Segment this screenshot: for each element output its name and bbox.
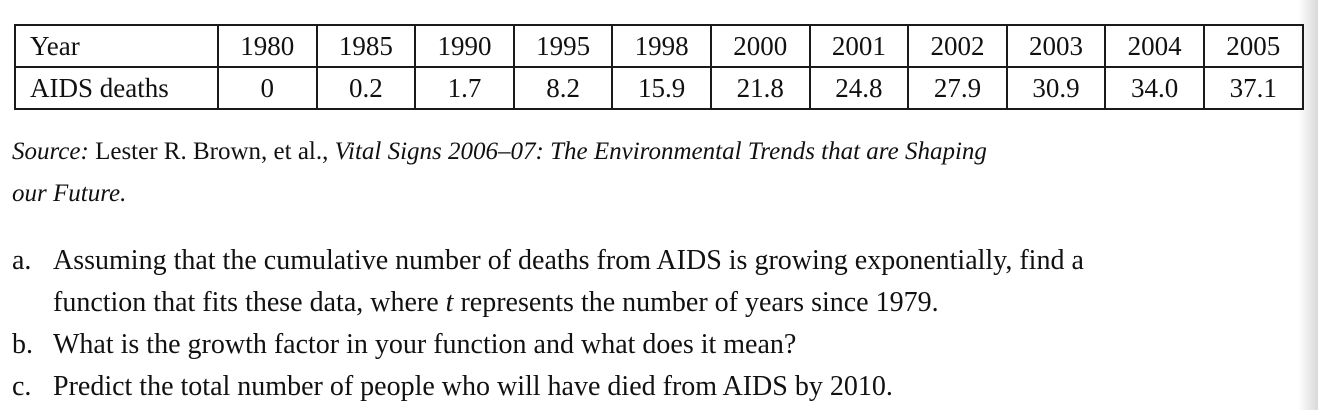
question-c: c. Predict the total number of people wh… xyxy=(12,366,1302,408)
year-cell: 2000 xyxy=(709,24,811,68)
question-marker: b. xyxy=(12,329,33,360)
year-cell: 2004 xyxy=(1104,24,1205,68)
deaths-cell: 37.1 xyxy=(1202,66,1304,110)
year-cell: 1980 xyxy=(217,24,318,68)
year-cell: 1995 xyxy=(512,24,614,68)
deaths-cell: 15.9 xyxy=(611,66,712,110)
source-label: Source: xyxy=(12,138,89,165)
source-citation: Source: Lester R. Brown, et al., Vital S… xyxy=(12,131,1262,215)
question-a-line2-start: function that fits these data, where xyxy=(53,287,446,318)
table-row-deaths: AIDS deaths 0 0.2 1.7 8.2 15.9 21.8 24.8… xyxy=(14,66,1304,110)
year-cell: 2005 xyxy=(1202,24,1304,68)
deaths-cell: 34.0 xyxy=(1104,66,1205,110)
deaths-cell: 30.9 xyxy=(1005,66,1107,110)
variable-t: t xyxy=(445,287,454,318)
question-a-line2: function that fits these data, where t r… xyxy=(53,282,1302,324)
question-a-line2-end: represents the number of years since 197… xyxy=(453,287,939,318)
year-cell: 1990 xyxy=(414,24,515,68)
deaths-cell: 21.8 xyxy=(709,66,811,110)
deaths-cell: 8.2 xyxy=(512,66,614,110)
source-title-line2: our Future. xyxy=(12,180,127,207)
source-authors: Lester R. Brown, et al., xyxy=(95,138,329,165)
question-marker: a. xyxy=(12,245,32,276)
year-cell: 1998 xyxy=(611,24,712,68)
source-title-line1: Vital Signs 2006–07: The Environmental T… xyxy=(334,138,987,165)
question-b-text: What is the growth factor in your functi… xyxy=(53,329,797,360)
question-list: a. Assuming that the cumulative number o… xyxy=(12,240,1302,408)
year-cell: 2001 xyxy=(808,24,910,68)
page-edge-shadow xyxy=(1298,0,1318,410)
table-row-years: Year 1980 1985 1990 1995 1998 2000 2001 … xyxy=(14,24,1304,68)
year-cell: 1985 xyxy=(315,24,417,68)
year-cell: 2003 xyxy=(1005,24,1107,68)
deaths-cell: 24.8 xyxy=(808,66,910,110)
question-b: b. What is the growth factor in your fun… xyxy=(12,324,1302,366)
question-a: a. Assuming that the cumulative number o… xyxy=(12,240,1302,324)
aids-deaths-table: Year 1980 1985 1990 1995 1998 2000 2001 … xyxy=(14,24,1304,110)
year-cell: 2002 xyxy=(907,24,1008,68)
deaths-cell: 27.9 xyxy=(907,66,1008,110)
question-c-text: Predict the total number of people who w… xyxy=(53,371,893,402)
row-header-aids-deaths: AIDS deaths xyxy=(14,66,219,110)
row-header-year: Year xyxy=(14,24,219,68)
question-a-line1: Assuming that the cumulative number of d… xyxy=(53,245,1084,276)
question-marker: c. xyxy=(12,371,32,402)
deaths-cell: 0.2 xyxy=(315,66,417,110)
deaths-cell: 1.7 xyxy=(414,66,515,110)
deaths-cell: 0 xyxy=(217,66,318,110)
